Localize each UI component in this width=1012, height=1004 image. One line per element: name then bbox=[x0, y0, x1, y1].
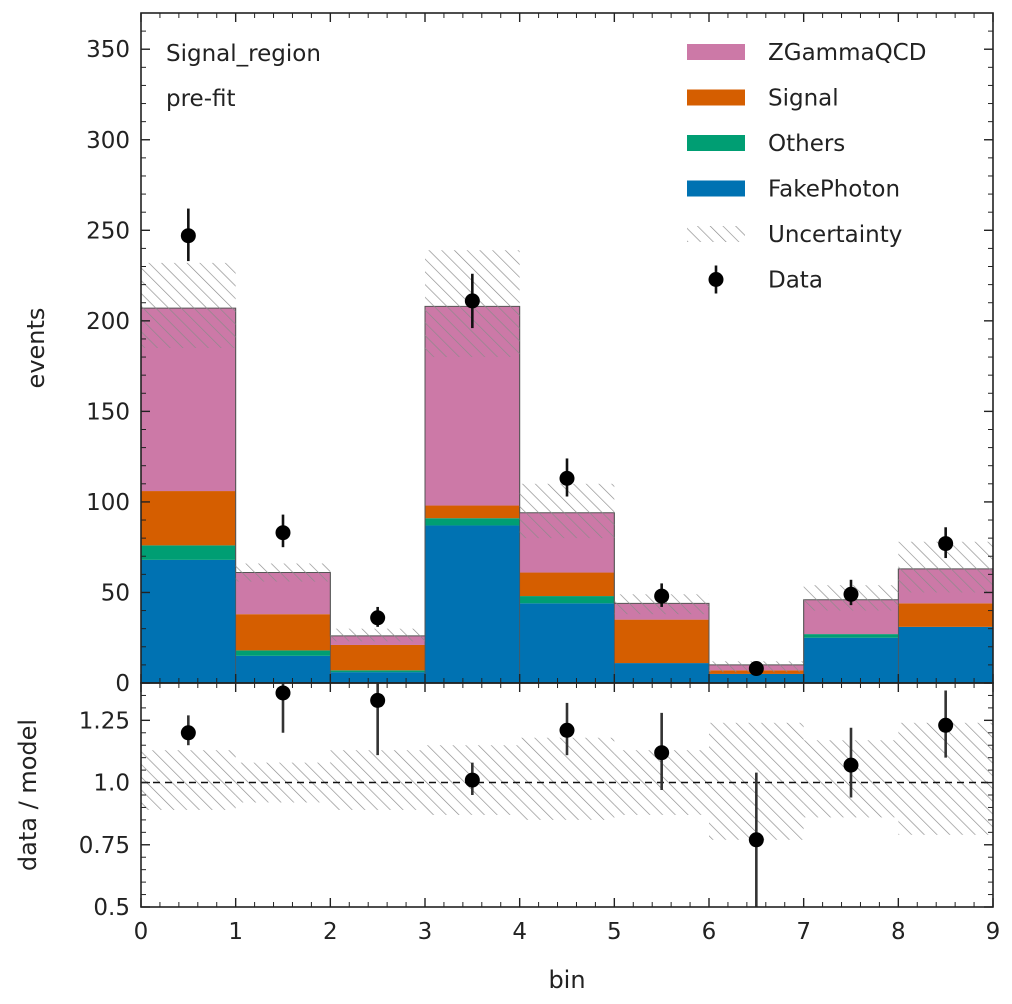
ratio-point-1 bbox=[275, 685, 291, 701]
y-axis-label: events bbox=[22, 308, 50, 389]
x-axis-label: bin bbox=[548, 966, 585, 994]
main-panel: 0 50 100 150 200 250 300 350 Signal_region pre-… bbox=[86, 12, 994, 697]
y-tick-label-6: 300 bbox=[86, 128, 130, 154]
uncertainty-bin-1 bbox=[235, 563, 331, 582]
y-tick-label-1: 50 bbox=[101, 580, 130, 606]
bar-fakephoton-8 bbox=[898, 626, 993, 683]
ratio-panel: 0.5 0.75 1.0 1.25 0 1 2 3 4 5 6 7 8 9 bbox=[79, 682, 1001, 945]
data-point-6 bbox=[748, 661, 764, 677]
ratio-y-axis-label: data / model bbox=[14, 719, 42, 871]
ratio-y-tick-label-3: 1.25 bbox=[79, 708, 130, 734]
ratio-point-8 bbox=[938, 717, 954, 733]
legend-swatch-signal bbox=[687, 89, 745, 106]
legend: ZGammaQCD Signal Others FakePhoton Uncertain… bbox=[687, 40, 926, 294]
data-point-3 bbox=[464, 293, 480, 309]
bar-fakephoton-5 bbox=[614, 663, 709, 683]
ratio-band-bin-0 bbox=[141, 750, 236, 810]
x-tick-label-7: 7 bbox=[796, 919, 811, 945]
x-tick-label-4: 4 bbox=[512, 919, 527, 945]
legend-swatch-uncertainty bbox=[687, 226, 745, 242]
main-axis-ticks: 0 50 100 150 200 250 300 350 bbox=[86, 13, 994, 697]
bar-fakephoton-0 bbox=[141, 559, 236, 683]
x-tick-label-1: 1 bbox=[228, 919, 243, 945]
bar-fakephoton-4 bbox=[519, 603, 615, 683]
bar-others-7 bbox=[803, 634, 899, 638]
x-tick-label-9: 9 bbox=[986, 919, 1001, 945]
x-tick-label-0: 0 bbox=[134, 919, 149, 945]
ratio-y-tick-label-1: 0.75 bbox=[79, 833, 130, 859]
bar-others-3 bbox=[425, 518, 520, 526]
y-tick-label-5: 250 bbox=[86, 218, 130, 244]
ratio-axis-ticks: 0.5 0.75 1.0 1.25 0 1 2 3 4 5 6 7 8 9 bbox=[79, 683, 1001, 945]
y-tick-label-0: 0 bbox=[115, 671, 130, 697]
data-point-8 bbox=[938, 536, 954, 552]
bar-fakephoton-3 bbox=[425, 525, 520, 683]
bar-others-0 bbox=[141, 545, 236, 560]
x-tick-label-6: 6 bbox=[702, 919, 717, 945]
x-tick-label-2: 2 bbox=[323, 919, 338, 945]
bar-signal-3 bbox=[425, 505, 520, 519]
data-point-5 bbox=[654, 588, 670, 604]
legend-swatch-others bbox=[687, 135, 745, 151]
legend-marker-data bbox=[708, 272, 724, 287]
uncertainty-bin-0 bbox=[141, 262, 236, 348]
bar-others-2 bbox=[330, 670, 425, 673]
legend-label-signal: Signal bbox=[768, 86, 839, 112]
region-label: Signal_region bbox=[166, 41, 321, 67]
y-tick-label-7: 350 bbox=[86, 37, 130, 63]
bar-fakephoton-6 bbox=[709, 673, 804, 683]
legend-label-others: Others bbox=[768, 131, 845, 157]
data-point-7 bbox=[843, 586, 859, 602]
ratio-band-bin-2 bbox=[330, 750, 425, 810]
legend-label-zgammaqcd: ZGammaQCD bbox=[768, 40, 926, 66]
data-point-4 bbox=[559, 470, 575, 486]
x-tick-label-8: 8 bbox=[891, 919, 906, 945]
bar-fakephoton-2 bbox=[330, 672, 425, 683]
bar-signal-1 bbox=[235, 614, 331, 651]
ratio-point-4 bbox=[559, 722, 575, 738]
y-tick-label-2: 100 bbox=[86, 490, 130, 516]
y-tick-label-4: 200 bbox=[86, 309, 130, 335]
legend-swatch-zgammaqcd bbox=[687, 44, 745, 60]
ratio-point-5 bbox=[654, 745, 670, 761]
bar-others-1 bbox=[235, 650, 331, 656]
ratio-point-0 bbox=[180, 725, 196, 741]
data-points bbox=[180, 208, 954, 677]
uncertainty-band bbox=[141, 250, 993, 673]
data-point-1 bbox=[275, 525, 291, 541]
ratio-point-7 bbox=[843, 757, 859, 773]
bar-fakephoton-7 bbox=[803, 637, 899, 683]
ratio-plot-frame bbox=[140, 682, 994, 908]
ratio-point-3 bbox=[464, 772, 480, 788]
fit-status-label: pre-fit bbox=[166, 86, 236, 112]
x-tick-label-3: 3 bbox=[418, 919, 433, 945]
ratio-y-tick-label-0: 0.5 bbox=[93, 895, 130, 921]
bar-signal-2 bbox=[330, 644, 425, 671]
ratio-point-2 bbox=[370, 692, 386, 708]
x-tick-label-5: 5 bbox=[607, 919, 622, 945]
data-point-2 bbox=[370, 610, 386, 626]
legend-swatch-fakephoton bbox=[687, 180, 745, 197]
uncertainty-bin-2 bbox=[330, 628, 425, 642]
legend-label-fakephoton: FakePhoton bbox=[768, 177, 900, 203]
legend-label-data: Data bbox=[768, 268, 823, 294]
bar-fakephoton-1 bbox=[235, 655, 331, 683]
bar-signal-0 bbox=[141, 491, 236, 546]
ratio-y-tick-label-2: 1.0 bbox=[93, 771, 130, 797]
ratio-points bbox=[180, 683, 954, 907]
bar-signal-4 bbox=[519, 572, 615, 597]
bar-others-4 bbox=[519, 596, 615, 604]
bar-signal-5 bbox=[614, 619, 709, 664]
y-tick-label-3: 150 bbox=[86, 399, 130, 425]
ratio-point-6 bbox=[748, 832, 764, 848]
bar-signal-8 bbox=[898, 603, 993, 627]
legend-label-uncertainty: Uncertainty bbox=[768, 222, 902, 248]
data-point-0 bbox=[180, 228, 196, 244]
